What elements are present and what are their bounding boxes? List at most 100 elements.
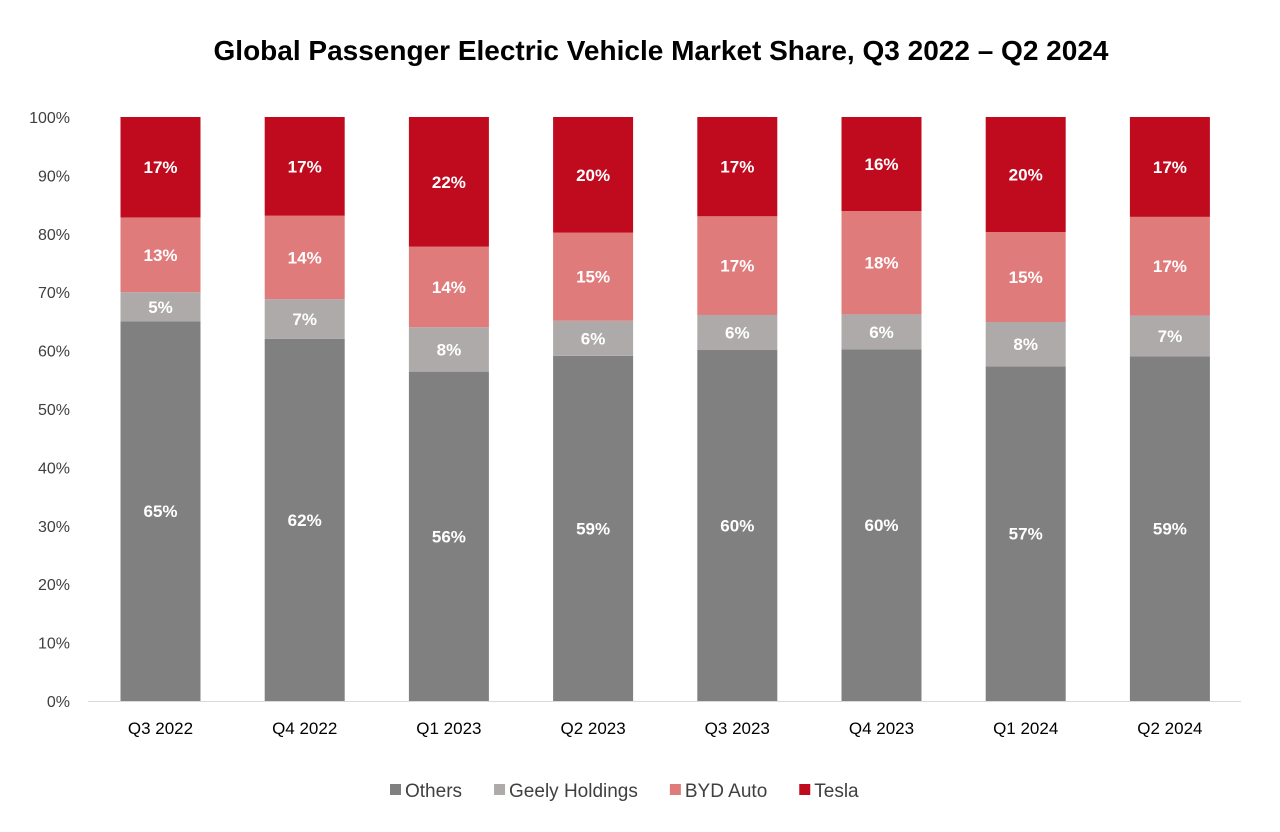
data-label: 6%	[581, 329, 606, 348]
legend-item: Geely Holdings	[494, 781, 638, 802]
data-label: 6%	[725, 323, 750, 342]
data-label: 15%	[576, 268, 610, 287]
bar-segment	[1129, 356, 1210, 701]
data-label: 57%	[1009, 525, 1043, 544]
legend-label: Tesla	[814, 781, 859, 802]
legend-swatch	[669, 784, 681, 795]
legend-swatch	[390, 784, 401, 795]
data-label: 22%	[432, 173, 466, 192]
data-label: 17%	[720, 257, 754, 276]
bar-segment	[841, 117, 922, 212]
x-tick-label: Q2 2023	[560, 719, 625, 738]
y-tick-label: 70%	[38, 285, 70, 302]
data-label: 14%	[288, 248, 322, 267]
x-axis: Q3 2022 Q4 2022 Q1 2023 Q2 2023 Q3 2023 Q4 20…	[88, 701, 1241, 738]
data-label: 17%	[1153, 257, 1187, 276]
y-axis: 0% 10% 20% 30% 40% 50% 60% 70% 80% 90% 100%	[29, 110, 70, 711]
data-label: 14%	[432, 278, 466, 297]
x-tick-label: Q1 2023	[416, 719, 481, 738]
data-label: 8%	[437, 340, 462, 359]
bar-segment	[120, 117, 201, 218]
legend-item: Others	[390, 781, 462, 802]
data-label: 60%	[864, 516, 898, 535]
legend-swatch	[799, 784, 811, 795]
x-tick-label: Q4 2022	[272, 719, 337, 738]
data-label: 17%	[143, 158, 177, 177]
data-label: 8%	[1013, 335, 1038, 354]
data-label: 17%	[1153, 158, 1187, 177]
bar-stack: 59% 6% 15% 20%	[553, 117, 634, 701]
bar-stack: 65% 5% 13% 17%	[120, 117, 201, 701]
bar-stack: 60% 6% 17% 17%	[697, 117, 778, 701]
data-label: 15%	[1009, 268, 1043, 287]
data-label: 65%	[143, 502, 177, 521]
bar-segment	[408, 371, 489, 701]
bar-segment	[553, 320, 634, 356]
bar-segment	[697, 216, 778, 315]
data-label: 17%	[288, 157, 322, 176]
bars: 65% 5% 13% 17% 62% 7% 14% 17% 56% 8% 14% 22% 59% 6% 15…	[120, 117, 1210, 701]
bar-segment	[408, 117, 489, 247]
x-tick-label: Q2 2024	[1137, 719, 1202, 738]
bar-segment	[985, 232, 1066, 322]
bar-segment	[408, 246, 489, 328]
data-label: 20%	[576, 166, 610, 185]
chart-title: Global Passenger Electric Vehicle Market…	[214, 35, 1109, 66]
bar-segment	[841, 349, 922, 701]
y-tick-label: 20%	[38, 577, 70, 594]
bar-segment	[1129, 315, 1210, 357]
legend-label: Others	[405, 781, 462, 802]
legend-label: BYD Auto	[685, 781, 767, 802]
data-label: 56%	[432, 527, 466, 546]
bar-stack: 60% 6% 18% 16%	[841, 117, 922, 701]
data-label: 59%	[1153, 520, 1187, 539]
bar-segment	[553, 355, 634, 701]
bar-stack: 56% 8% 14% 22%	[408, 117, 489, 701]
data-label: 60%	[720, 517, 754, 536]
bar-segment	[264, 338, 345, 701]
bar-segment	[553, 232, 634, 321]
y-tick-label: 100%	[29, 110, 70, 127]
bar-segment	[408, 327, 489, 372]
data-label: 17%	[720, 158, 754, 177]
data-label: 59%	[576, 519, 610, 538]
bar-segment	[264, 215, 345, 300]
data-label: 18%	[864, 254, 898, 273]
bar-segment	[120, 217, 201, 293]
bar-segment	[553, 117, 634, 233]
data-label: 20%	[1009, 166, 1043, 185]
bar-segment	[841, 211, 922, 315]
x-tick-label: Q4 2023	[849, 719, 914, 738]
y-tick-label: 30%	[38, 519, 70, 536]
y-tick-label: 10%	[38, 636, 70, 653]
bar-stack: 57% 8% 15% 20%	[985, 117, 1066, 701]
legend-label: Geely Holdings	[509, 781, 638, 802]
data-label: 7%	[292, 310, 317, 329]
bar-segment	[697, 350, 778, 701]
data-label: 62%	[288, 511, 322, 530]
bar-segment	[697, 314, 778, 351]
bar-segment	[985, 366, 1066, 701]
legend: Others Geely Holdings BYD Auto Tesla	[390, 781, 859, 802]
bar-segment	[985, 321, 1066, 367]
bar-segment	[697, 117, 778, 217]
data-label: 7%	[1158, 327, 1183, 346]
data-label: 5%	[148, 298, 173, 317]
bar-segment	[120, 321, 201, 701]
data-label: 6%	[869, 323, 894, 342]
x-tick-label: Q1 2024	[993, 719, 1058, 738]
y-tick-label: 40%	[38, 460, 70, 477]
data-label: 13%	[143, 246, 177, 265]
bar-segment	[841, 314, 922, 350]
bar-segment	[1129, 216, 1210, 316]
bar-segment	[1129, 117, 1210, 217]
x-tick-label: Q3 2023	[705, 719, 770, 738]
y-tick-label: 90%	[38, 168, 70, 185]
bar-segment	[120, 292, 201, 322]
legend-swatch	[494, 784, 506, 795]
bar-stack: 62% 7% 14% 17%	[264, 117, 345, 701]
y-tick-label: 80%	[38, 227, 70, 244]
legend-item: Tesla	[799, 781, 859, 802]
bar-segment	[264, 299, 345, 339]
